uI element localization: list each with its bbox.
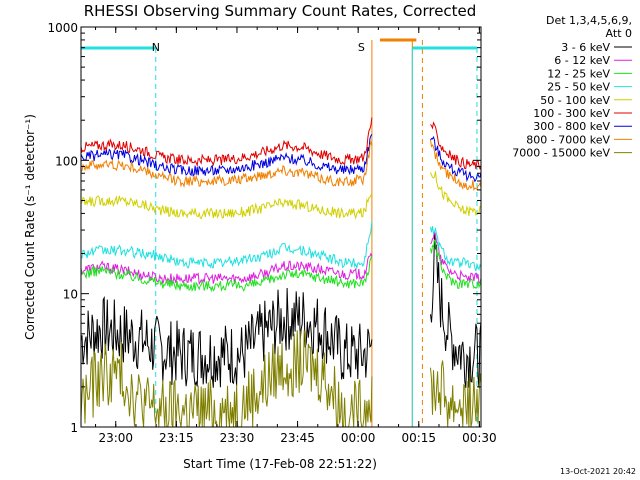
- series-line: [430, 121, 482, 171]
- y-tick-label: 100: [55, 154, 78, 168]
- annotation-n: N: [152, 41, 160, 54]
- x-axis: 23:00 23:15 23:30 23:45 00:00 00:15 00:30: [95, 27, 497, 445]
- y-axis: 1 10 100 1000: [47, 21, 481, 435]
- series-line: [80, 134, 373, 177]
- series-line: [430, 226, 482, 272]
- legend-label: 6 - 12 keV: [554, 54, 610, 67]
- legend-label: 25 - 50 keV: [547, 81, 610, 94]
- series-line: [80, 221, 373, 270]
- x-tick-label: 00:30: [462, 431, 497, 445]
- series-line: [80, 255, 373, 293]
- legend-label: 12 - 25 keV: [547, 67, 610, 80]
- series-line: [430, 139, 482, 192]
- y-tick-label: 10: [63, 288, 78, 302]
- series-line: [430, 239, 482, 289]
- x-tick-label: 00:00: [341, 431, 376, 445]
- legend-label: 800 - 7000 keV: [526, 133, 610, 146]
- series-line: [80, 287, 373, 388]
- x-tick-label: 23:15: [159, 431, 194, 445]
- series-line: [430, 360, 482, 428]
- legend-label: 3 - 6 keV: [561, 41, 610, 54]
- annotation-s: S: [358, 41, 365, 54]
- legend-label: 7000 - 15000 keV: [512, 147, 610, 160]
- y-tick-label: 1000: [47, 21, 78, 35]
- x-tick-label: 00:15: [401, 431, 436, 445]
- series-line: [430, 135, 482, 183]
- legend-header-1: Det 1,3,4,5,6,9,: [546, 14, 632, 27]
- series-line: [430, 171, 481, 217]
- series-line: [430, 231, 482, 284]
- x-tick-label: 23:45: [280, 431, 315, 445]
- timestamp: 13-Oct-2021 20:42: [560, 467, 636, 476]
- series-line: [80, 117, 373, 168]
- legend-label: 100 - 300 keV: [533, 107, 610, 120]
- series-line: [430, 231, 482, 388]
- series-line: [80, 140, 373, 189]
- series-line: [80, 252, 373, 286]
- y-tick-label: 1: [70, 421, 78, 435]
- x-axis-label: Start Time (17-Feb-08 22:51:22): [183, 457, 377, 471]
- chart-title: RHESSI Observing Summary Count Rates, Co…: [84, 2, 477, 20]
- x-tick-label: 23:30: [220, 431, 255, 445]
- plot-frame: [80, 26, 482, 428]
- legend-label: 300 - 800 keV: [533, 120, 610, 133]
- series-line: [80, 193, 373, 220]
- y-axis-label: Corrected Count Rate (s⁻¹ detector⁻¹): [23, 114, 37, 340]
- legend-header-2: Att 0: [606, 27, 632, 40]
- legend-label: 50 - 100 keV: [540, 94, 610, 107]
- x-tick-label: 23:00: [98, 431, 133, 445]
